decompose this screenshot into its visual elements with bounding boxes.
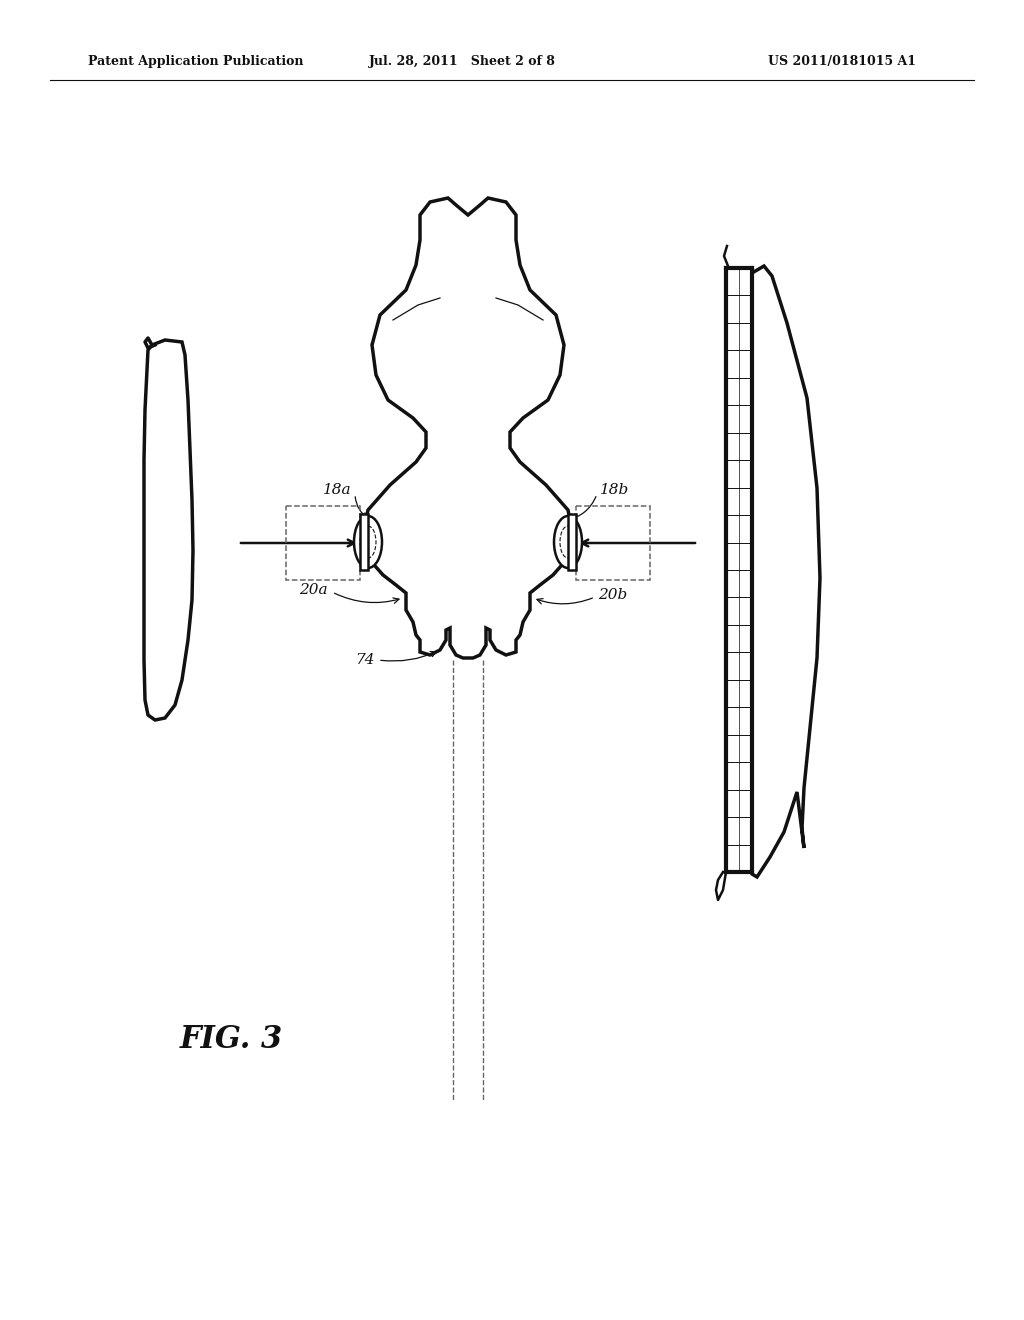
- Text: US 2011/0181015 A1: US 2011/0181015 A1: [768, 55, 916, 69]
- Bar: [286, 506, 360, 579]
- Polygon shape: [752, 267, 820, 876]
- Text: Jul. 28, 2011   Sheet 2 of 8: Jul. 28, 2011 Sheet 2 of 8: [369, 55, 555, 69]
- Bar: [575, 506, 650, 579]
- Bar: [360, 513, 368, 570]
- Text: 74: 74: [355, 653, 375, 667]
- Polygon shape: [144, 341, 193, 719]
- Ellipse shape: [554, 516, 582, 568]
- Text: FIG. 3: FIG. 3: [180, 1024, 284, 1056]
- Ellipse shape: [360, 525, 376, 558]
- Ellipse shape: [354, 516, 382, 568]
- Bar: [568, 513, 575, 570]
- Polygon shape: [362, 198, 573, 657]
- Text: 18a: 18a: [324, 483, 352, 498]
- Text: Patent Application Publication: Patent Application Publication: [88, 55, 303, 69]
- Text: 20a: 20a: [299, 583, 328, 597]
- Text: 18b: 18b: [600, 483, 630, 498]
- Ellipse shape: [560, 525, 575, 558]
- Text: 20b: 20b: [598, 587, 628, 602]
